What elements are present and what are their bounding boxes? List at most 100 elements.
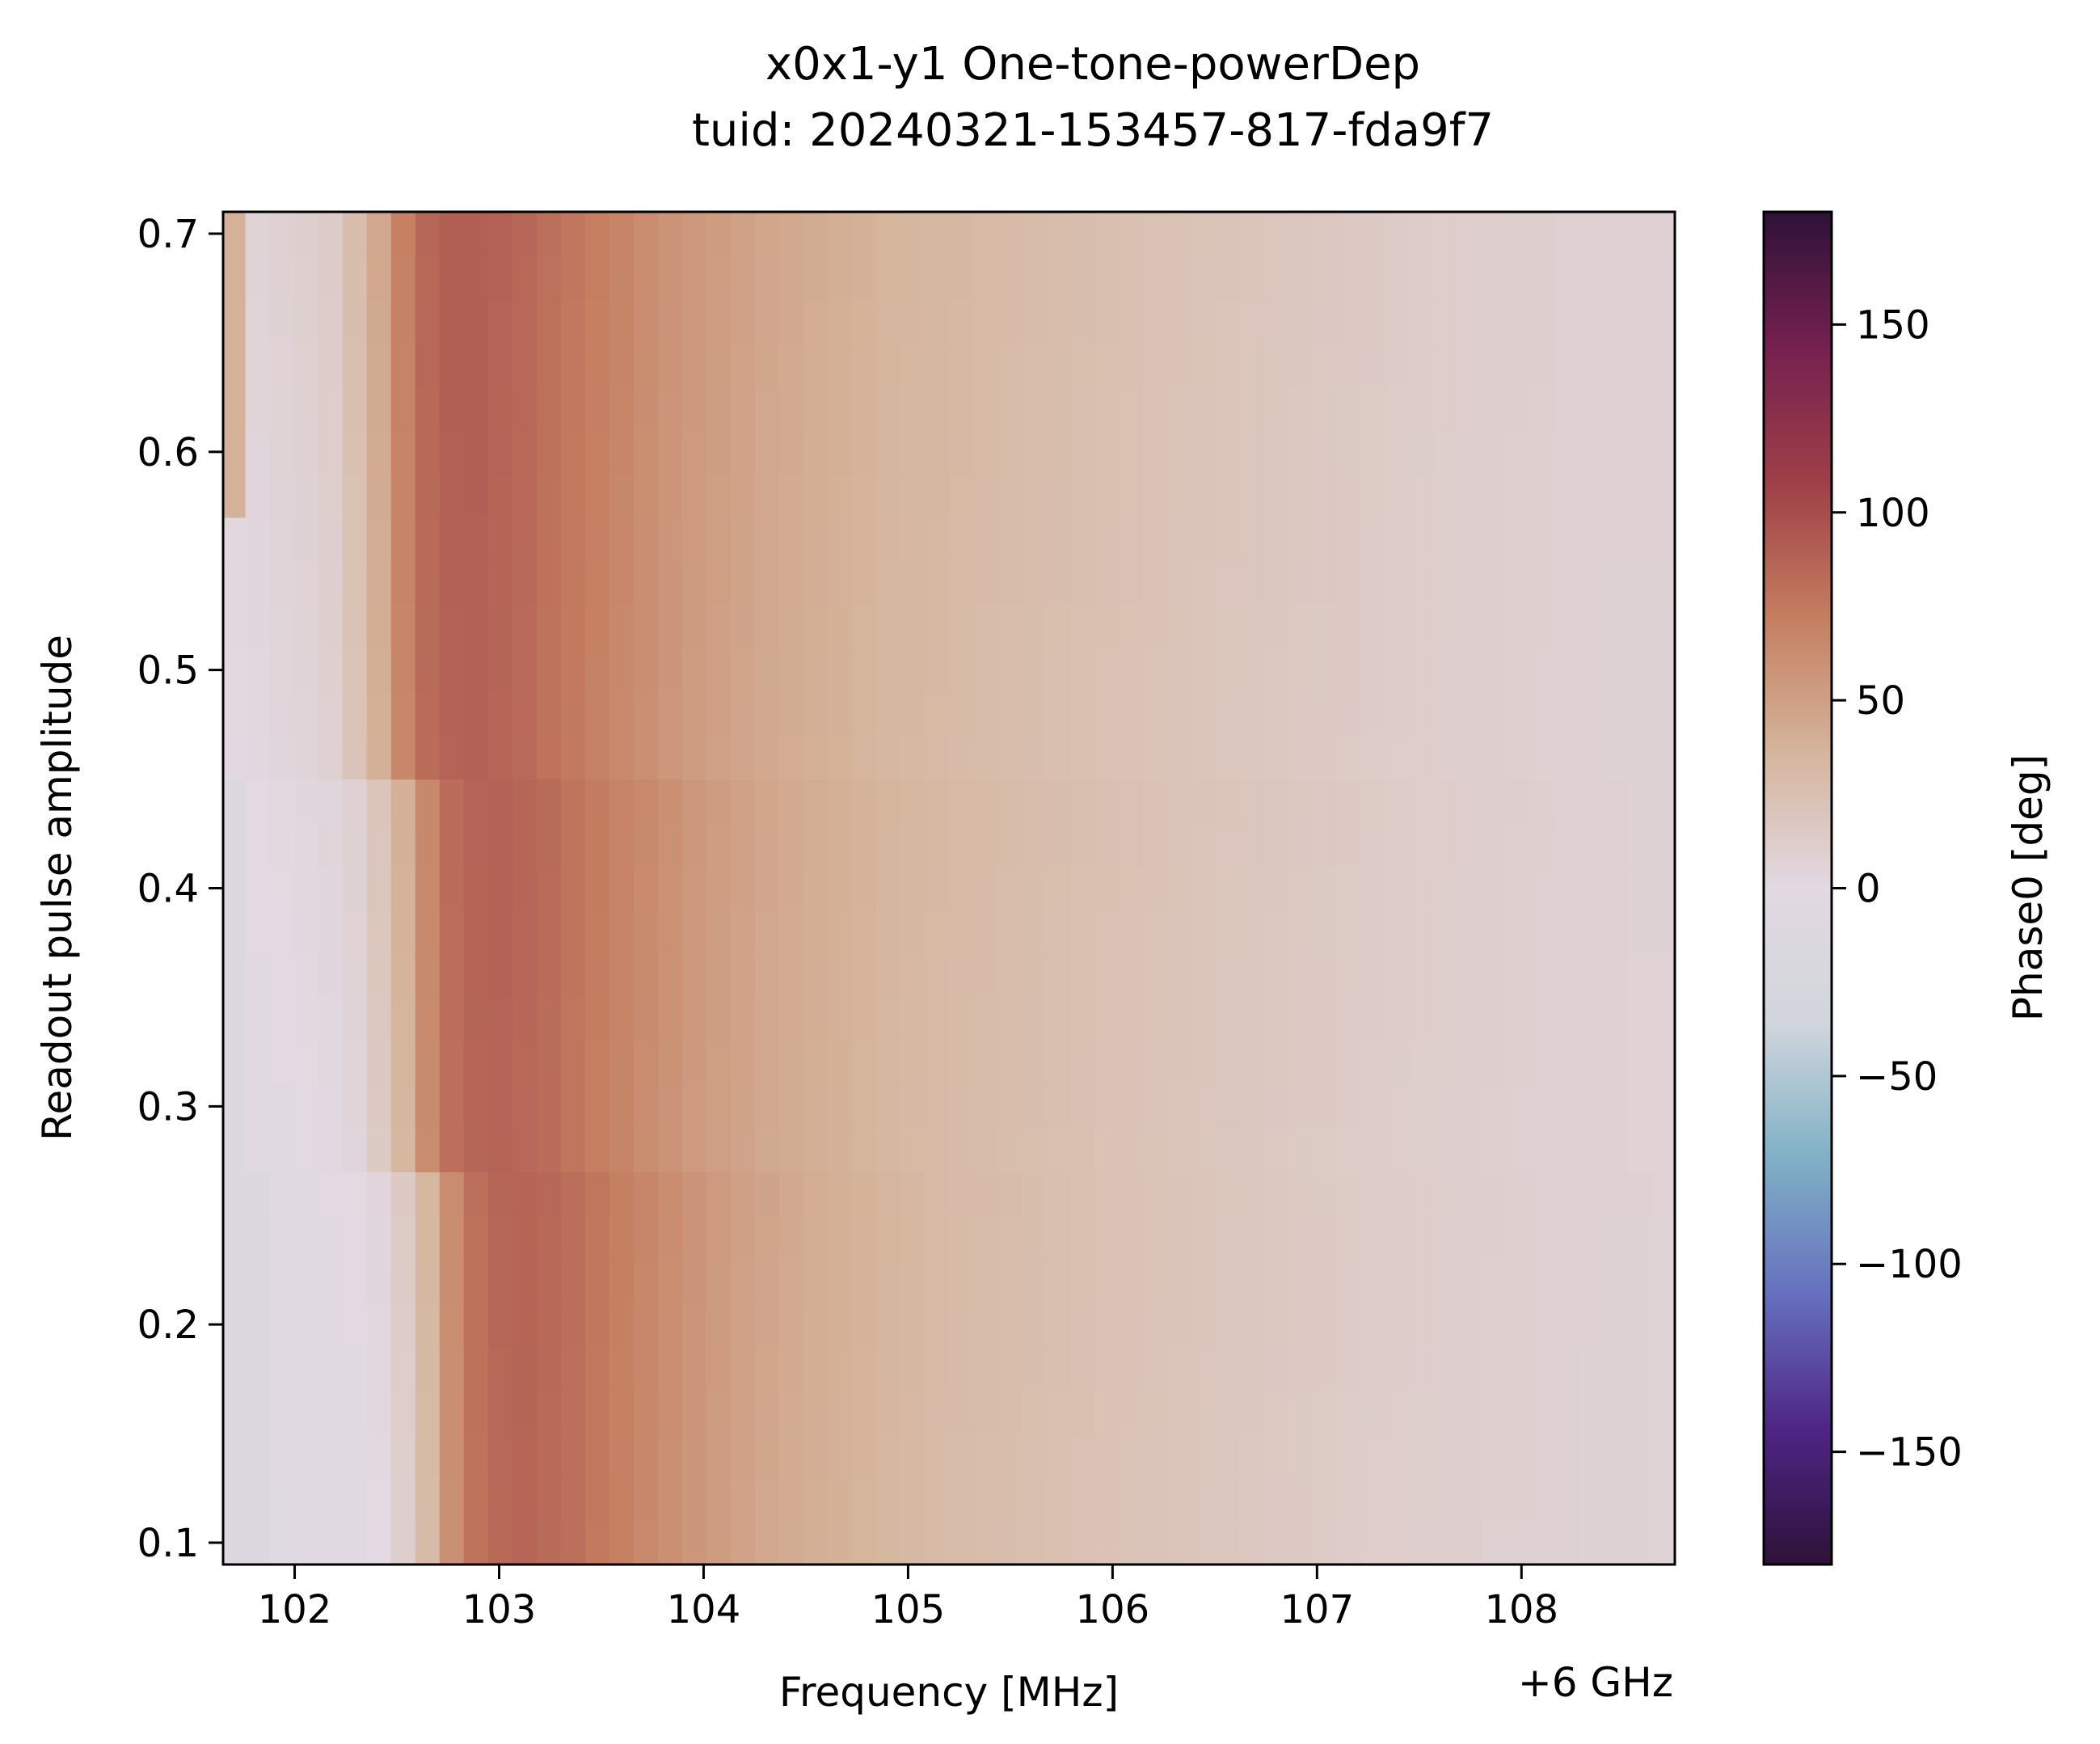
heatmap-cell xyxy=(851,1128,877,1172)
heatmap-cell xyxy=(1288,604,1314,649)
heatmap-cell xyxy=(512,735,538,780)
heatmap-cell xyxy=(1143,1390,1168,1434)
heatmap-cell xyxy=(487,1172,513,1216)
heatmap-cell xyxy=(1385,866,1411,911)
heatmap-cell xyxy=(1531,1434,1556,1478)
heatmap-cell xyxy=(1216,779,1241,824)
heatmap-cell xyxy=(439,997,465,1041)
heatmap-cell xyxy=(1022,691,1047,737)
heatmap-cell xyxy=(609,298,635,344)
heatmap-cell xyxy=(1652,473,1676,518)
heatmap-cell xyxy=(609,1390,635,1434)
heatmap-cell xyxy=(706,517,732,562)
heatmap-cell xyxy=(293,953,319,999)
heatmap-cell xyxy=(1531,822,1556,868)
heatmap-cell xyxy=(949,386,974,431)
heatmap-cell xyxy=(1410,255,1435,300)
heatmap-cell xyxy=(487,386,513,431)
heatmap-cell xyxy=(415,1259,441,1303)
heatmap-cell xyxy=(1143,1259,1168,1303)
heatmap-cell xyxy=(512,212,538,256)
heatmap-cell xyxy=(924,997,950,1041)
heatmap-cell xyxy=(245,1521,271,1565)
heatmap-cell xyxy=(560,604,586,649)
heatmap-cell xyxy=(1288,1259,1314,1303)
heatmap-cell xyxy=(875,997,901,1041)
heatmap-cell xyxy=(1240,779,1265,824)
heatmap-cell xyxy=(584,1041,610,1085)
heatmap-cell xyxy=(487,1521,513,1565)
heatmap-cell xyxy=(560,212,586,256)
heatmap-cell xyxy=(1579,866,1605,911)
heatmap-cell xyxy=(1167,386,1192,431)
heatmap-cell xyxy=(512,1346,538,1391)
heatmap-cell xyxy=(827,1172,853,1216)
heatmap-cell xyxy=(1531,255,1556,300)
heatmap-cell xyxy=(973,1390,998,1434)
heatmap-cell xyxy=(754,1390,780,1434)
heatmap-cell xyxy=(1191,735,1217,780)
heatmap-cell xyxy=(1143,822,1168,868)
heatmap-cell xyxy=(875,604,901,649)
heatmap-cell xyxy=(439,604,465,649)
heatmap-cell xyxy=(803,429,829,475)
heatmap-cell xyxy=(973,735,998,780)
heatmap-cell xyxy=(390,1259,416,1303)
heatmap-cell xyxy=(1628,1477,1653,1522)
heatmap-cell xyxy=(584,1215,610,1260)
heatmap-cell xyxy=(609,473,635,518)
heatmap-cell xyxy=(949,1434,974,1478)
heatmap-cell xyxy=(1167,822,1192,868)
heatmap-cell xyxy=(584,1303,610,1347)
heatmap-cell xyxy=(584,298,610,344)
heatmap-cell xyxy=(1579,212,1605,256)
x-tick-label: 102 xyxy=(258,1587,332,1632)
heatmap-cell xyxy=(1143,1477,1168,1522)
heatmap-cell xyxy=(1385,735,1411,780)
heatmap-cell xyxy=(1337,1215,1362,1260)
heatmap-cell xyxy=(415,1041,441,1085)
heatmap-cell xyxy=(778,1128,804,1172)
heatmap-cell xyxy=(924,910,950,955)
heatmap-cell xyxy=(875,517,901,562)
heatmap-cell xyxy=(487,1477,513,1522)
heatmap-cell xyxy=(1604,648,1629,693)
heatmap-cell xyxy=(706,1259,732,1303)
heatmap-cell xyxy=(803,779,829,824)
heatmap-cell xyxy=(778,212,804,256)
heatmap-cell xyxy=(1458,429,1483,475)
heatmap-cell xyxy=(342,429,368,475)
heatmap-cell xyxy=(997,997,1023,1041)
heatmap-cell xyxy=(560,473,586,518)
heatmap-cell xyxy=(1507,735,1532,780)
heatmap-cell xyxy=(536,1477,562,1522)
heatmap-cell xyxy=(1652,255,1676,300)
heatmap-cell xyxy=(415,212,441,256)
heatmap-cell xyxy=(584,1259,610,1303)
x-axis-ticks: 102 103 104 105 106 107 108 xyxy=(258,1565,1558,1632)
heatmap-cell xyxy=(633,997,659,1041)
heatmap-cell xyxy=(293,1084,319,1129)
heatmap-cell xyxy=(706,648,732,693)
heatmap-cell xyxy=(584,255,610,300)
heatmap-cell xyxy=(415,298,441,344)
heatmap-cell xyxy=(1313,997,1338,1041)
heatmap-cell xyxy=(439,298,465,344)
heatmap-cell xyxy=(949,1172,974,1216)
heatmap-cell xyxy=(1264,255,1289,300)
heatmap-cell xyxy=(827,1041,853,1085)
heatmap-cell xyxy=(318,997,344,1041)
heatmap-cell xyxy=(223,1259,247,1303)
heatmap-cell xyxy=(1579,473,1605,518)
heatmap-cell xyxy=(1119,997,1144,1041)
x-axis-label: Frequency [MHz] xyxy=(779,1669,1119,1716)
heatmap-cell xyxy=(827,429,853,475)
heatmap-cell xyxy=(997,1128,1023,1172)
heatmap-cell xyxy=(1264,1346,1289,1391)
heatmap-cell xyxy=(949,910,974,955)
heatmap-cell xyxy=(536,1172,562,1216)
heatmap-cell xyxy=(1579,779,1605,824)
heatmap-cell xyxy=(1628,1390,1653,1434)
heatmap-cell xyxy=(778,779,804,824)
heatmap-cell xyxy=(997,1346,1023,1391)
